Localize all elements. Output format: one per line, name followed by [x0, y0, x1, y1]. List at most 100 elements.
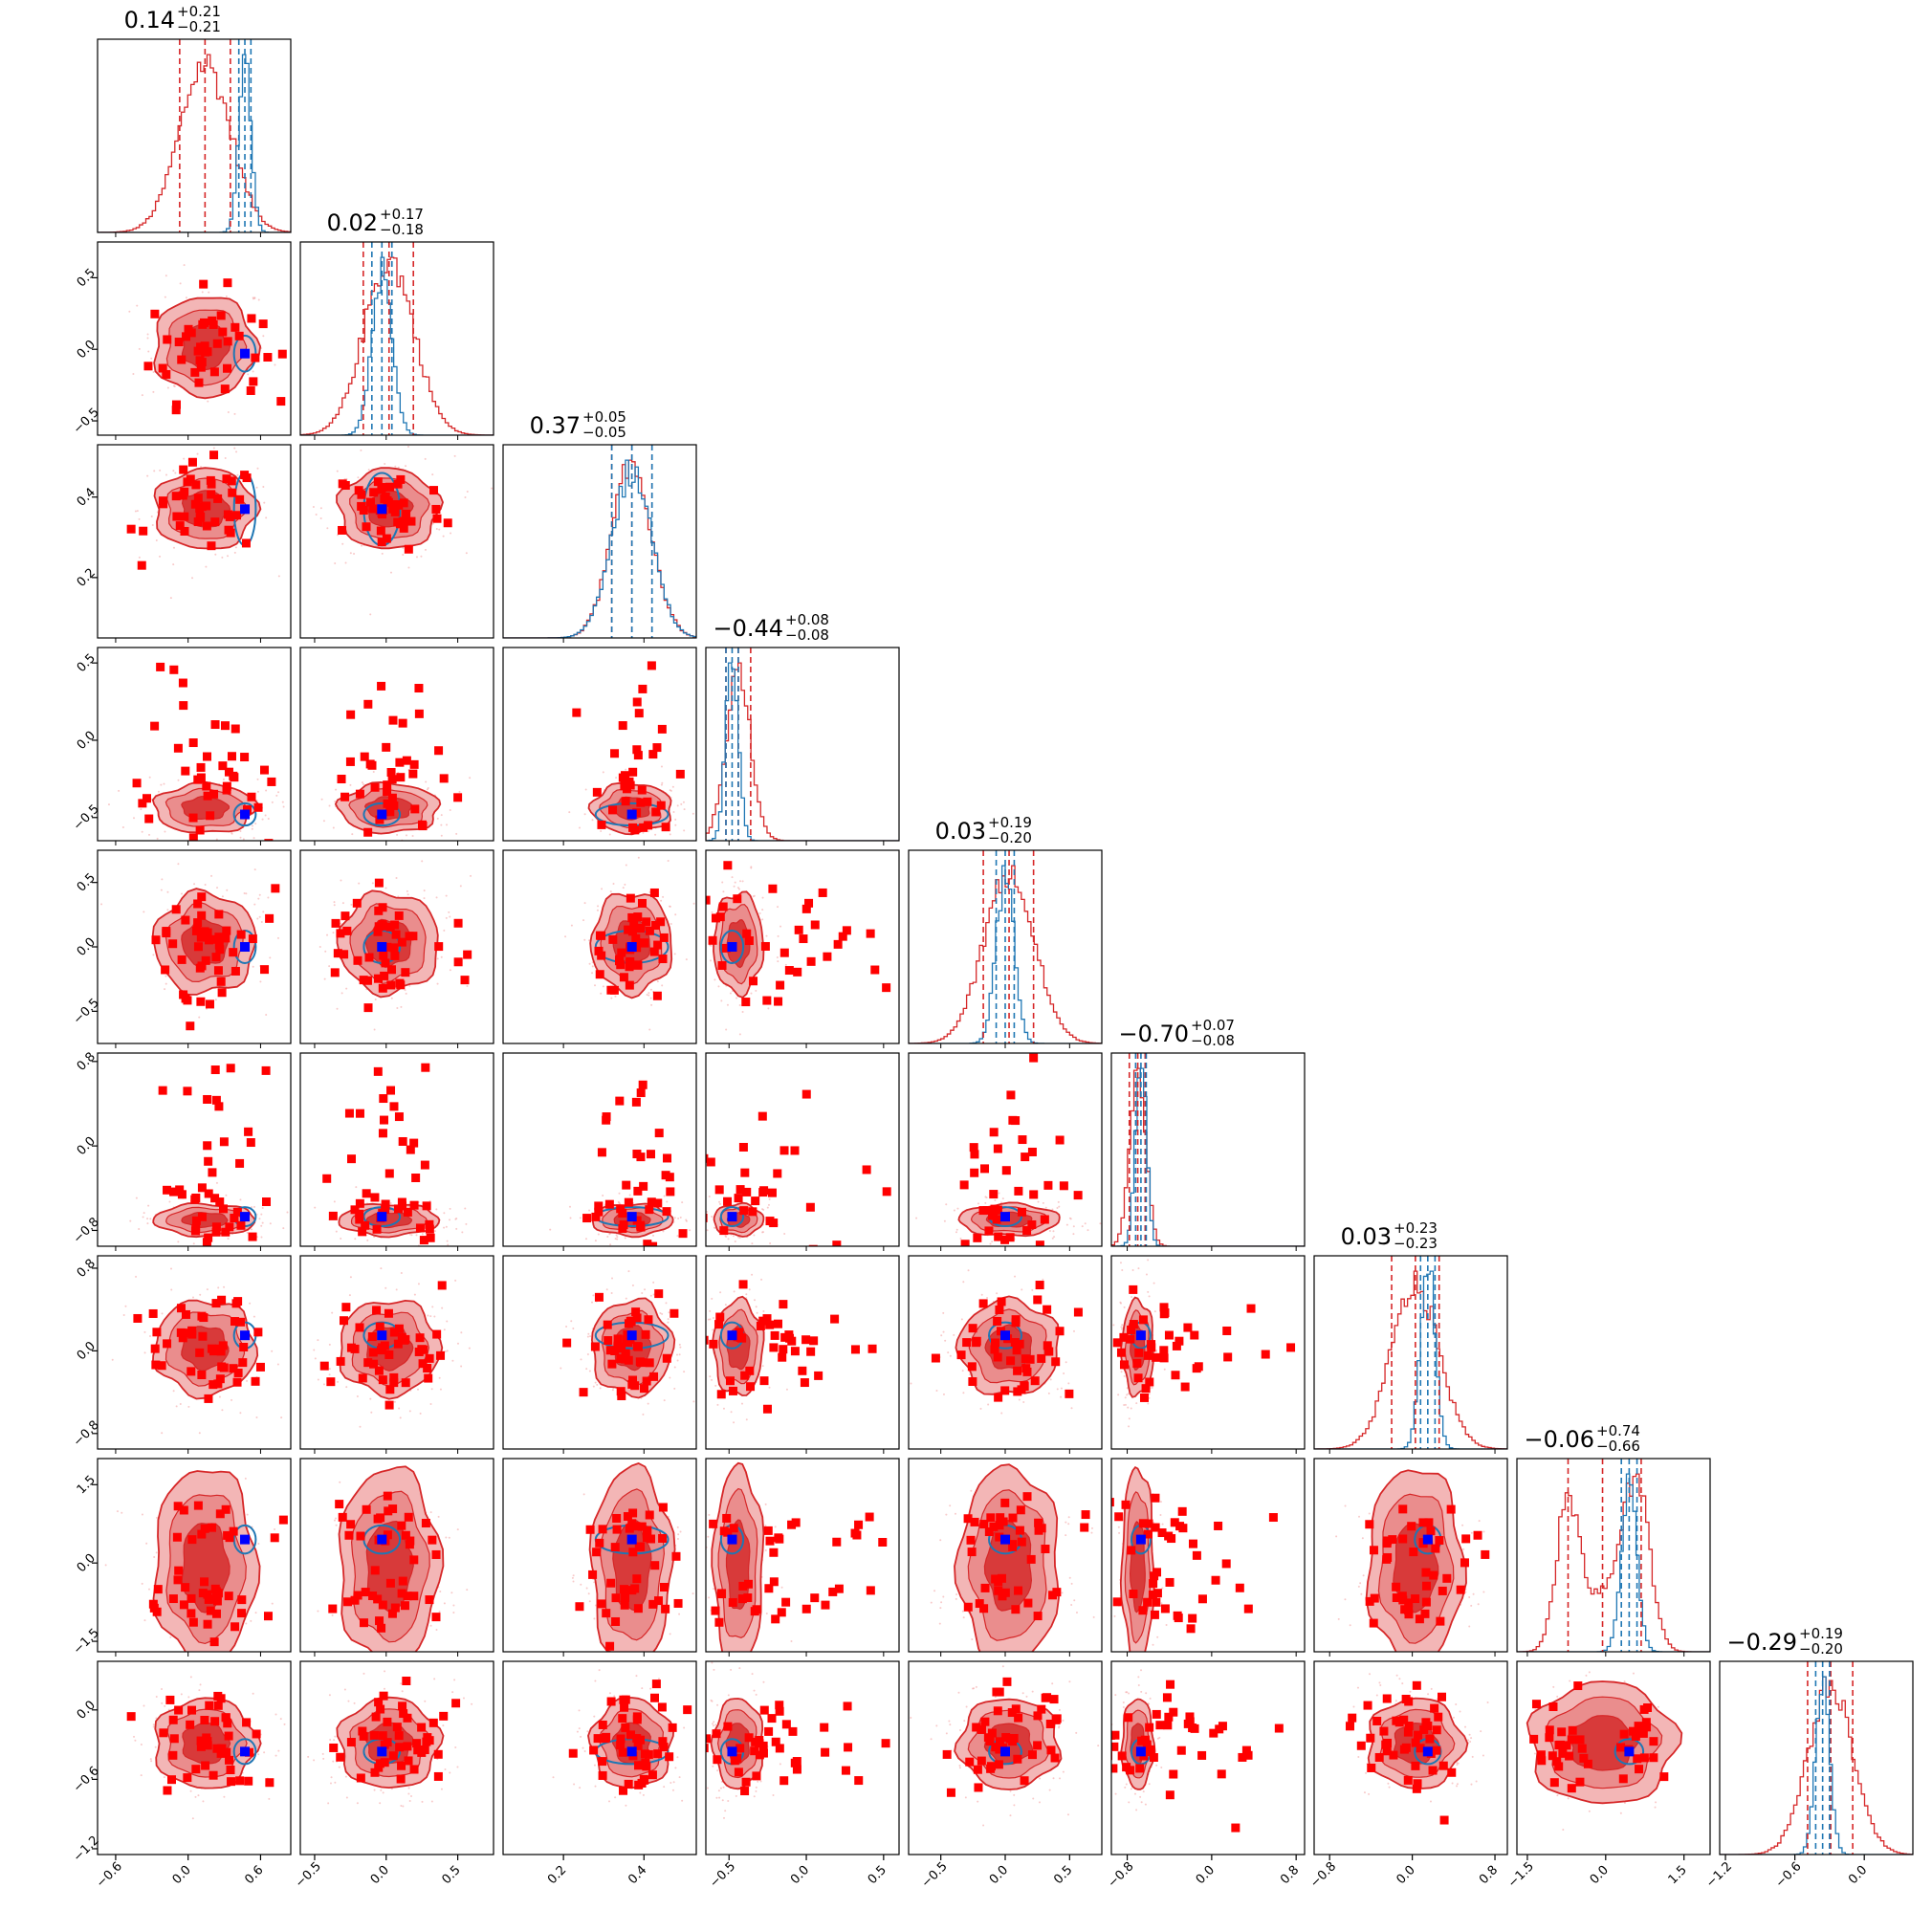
- red-marker: [1050, 1753, 1060, 1763]
- red-marker: [639, 1181, 648, 1191]
- red-marker: [818, 888, 827, 897]
- red-marker: [708, 935, 717, 945]
- red-marker: [610, 1543, 620, 1552]
- red-marker: [453, 793, 463, 802]
- red-marker: [244, 1776, 253, 1786]
- panel-frame: [97, 1052, 292, 1247]
- red-marker: [239, 1343, 249, 1352]
- red-marker: [1424, 1518, 1434, 1527]
- red-marker: [213, 494, 223, 503]
- red-marker: [1222, 1326, 1232, 1335]
- red-marker: [775, 1744, 784, 1753]
- red-marker: [395, 1743, 405, 1752]
- red-marker: [1348, 1713, 1357, 1723]
- scatter-panel-8-4: [908, 1660, 1103, 1860]
- red-marker: [1020, 1776, 1029, 1786]
- param-title-plus: +0.19: [1799, 1625, 1843, 1642]
- red-marker: [653, 940, 663, 950]
- red-marker: [1033, 1612, 1043, 1621]
- red-marker: [203, 1141, 212, 1151]
- param-title-plus: +0.17: [380, 206, 424, 223]
- red-marker: [202, 521, 211, 531]
- red-marker: [374, 1698, 384, 1707]
- red-marker: [388, 504, 398, 514]
- red-marker: [801, 1335, 811, 1345]
- red-marker: [222, 1747, 231, 1757]
- red-marker: [595, 931, 604, 940]
- red-marker: [168, 1594, 178, 1604]
- red-marker: [1137, 1736, 1147, 1745]
- red-marker: [207, 1523, 216, 1532]
- red-marker: [758, 1316, 768, 1326]
- red-marker: [404, 544, 413, 554]
- red-marker: [975, 1599, 984, 1609]
- red-marker: [1562, 1741, 1571, 1750]
- red-marker: [742, 929, 752, 938]
- red-marker: [142, 794, 151, 803]
- red-marker: [173, 1575, 183, 1585]
- red-marker: [174, 338, 184, 347]
- red-marker: [346, 1343, 356, 1352]
- red-marker: [1363, 1701, 1372, 1710]
- red-marker: [414, 684, 424, 693]
- red-marker: [637, 785, 647, 795]
- red-marker: [203, 1590, 212, 1599]
- red-marker: [359, 1618, 368, 1628]
- red-marker: [261, 1065, 271, 1075]
- red-marker: [413, 1745, 423, 1755]
- red-marker: [222, 474, 231, 484]
- hist-panel-5: [1110, 1052, 1306, 1251]
- red-marker: [1111, 1498, 1114, 1507]
- red-marker: [433, 1771, 443, 1781]
- red-marker: [221, 1504, 231, 1514]
- red-marker: [1052, 1714, 1062, 1723]
- red-marker: [357, 490, 366, 499]
- red-marker: [616, 1734, 626, 1744]
- blue-histogram: [1517, 1473, 1710, 1652]
- panel-frame: [1516, 1660, 1711, 1855]
- red-marker: [714, 1617, 724, 1627]
- red-marker: [585, 1525, 595, 1534]
- red-marker: [810, 920, 820, 930]
- red-marker: [385, 1578, 395, 1588]
- red-marker: [369, 488, 379, 497]
- red-marker: [721, 943, 731, 953]
- red-marker: [426, 1233, 435, 1242]
- red-marker: [203, 752, 212, 761]
- red-marker: [675, 769, 685, 779]
- truth-marker: [1422, 1534, 1433, 1545]
- red-marker: [1001, 1733, 1011, 1743]
- red-marker: [821, 1600, 830, 1610]
- red-marker: [343, 1597, 353, 1607]
- red-histogram: [1111, 1067, 1305, 1246]
- x-tick-label: 0.5: [440, 1863, 464, 1887]
- red-marker: [834, 1584, 844, 1593]
- red-marker: [1111, 1764, 1118, 1773]
- red-marker: [1164, 1531, 1174, 1541]
- truth-marker: [626, 809, 637, 820]
- red-marker: [1429, 1570, 1438, 1580]
- red-marker: [1413, 1779, 1422, 1789]
- red-marker: [1141, 1384, 1151, 1394]
- red-marker: [358, 1726, 367, 1736]
- red-marker: [616, 1354, 626, 1364]
- red-marker: [714, 1320, 724, 1329]
- red-marker: [618, 721, 627, 731]
- panel-frame: [1110, 1255, 1306, 1450]
- red-marker: [227, 752, 236, 761]
- red-marker: [635, 1249, 644, 1258]
- red-marker: [619, 1786, 628, 1795]
- red-marker: [374, 878, 384, 888]
- red-marker: [1005, 1233, 1015, 1242]
- red-marker: [1139, 1393, 1149, 1402]
- red-marker: [653, 1198, 663, 1208]
- red-marker: [972, 1723, 981, 1732]
- red-marker: [1246, 1304, 1256, 1313]
- truth-marker: [377, 1534, 387, 1545]
- red-marker: [196, 512, 206, 521]
- red-marker: [791, 1518, 801, 1527]
- y-tick-label: 1.5: [75, 1473, 99, 1497]
- red-marker: [352, 898, 362, 908]
- red-marker: [1418, 1518, 1428, 1527]
- red-marker: [723, 1722, 733, 1731]
